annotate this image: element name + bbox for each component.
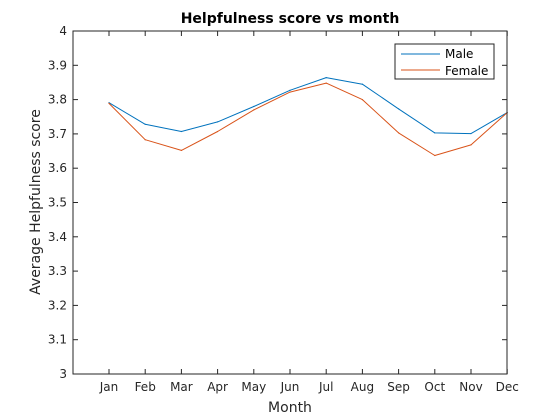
data-point-female [144,139,146,141]
x-tick-label: Jun [280,380,300,394]
data-point-female [289,91,291,93]
y-tick-label: 3.1 [48,333,67,347]
y-tick-label: 3.7 [48,127,67,141]
y-tick-label: 3.3 [48,264,67,278]
y-axis-title: Average Helpfulness score [28,109,44,295]
x-tick-label: Aug [351,380,374,394]
y-tick-label: 3.8 [48,93,67,107]
data-point-female [434,154,436,157]
data-point-female [398,132,400,134]
data-point-male [217,121,219,123]
data-point-male [470,132,472,135]
data-point-female [180,149,182,151]
x-tick-label: Nov [459,380,482,394]
legend-box [394,43,495,80]
x-axis: Jan Feb Mar Apr May Jun Jul Aug Sep Oct Nov Dec [99,31,519,394]
x-tick-label: Oct [424,380,445,394]
x-axis-title: Month [268,400,312,416]
y-tick-label: 3 [59,367,67,381]
x-tick-label: Mar [170,380,193,394]
x-tick-label: Feb [135,380,156,394]
y-tick-label: 3.4 [48,230,67,244]
y-axis: 3 3.1 3.2 3.3 3.4 3.5 3.6 3.7 3.8 3.9 4 [48,24,507,381]
data-point-female [253,109,255,111]
x-tick-label: Jul [318,380,333,394]
data-point-male [289,89,291,91]
data-point-female [470,144,472,146]
series-line-male [108,77,508,135]
legend-male-label: Male [445,47,473,61]
chart-title: Helpfulness score vs month [181,11,400,27]
series-male [108,77,508,135]
data-point-male [434,132,436,134]
data-point-male [398,108,400,110]
y-tick-label: 3.2 [48,298,67,312]
y-tick-label: 3.6 [48,161,67,175]
data-point-male [253,105,255,108]
x-tick-label: Sep [387,380,410,394]
legend: Male Female [394,43,495,80]
plot-area-background [73,31,507,374]
x-tick-label: May [241,380,266,394]
x-tick-label: Apr [207,380,228,394]
y-tick-label: 3.5 [48,196,67,210]
series-layer [108,77,508,157]
data-point-female [108,102,110,104]
y-tick-label: 4 [59,24,67,38]
legend-female-label: Female [445,64,488,78]
series-female [108,82,508,157]
data-point-female [217,130,219,133]
y-tick-label: 3.9 [48,58,67,72]
data-point-male [325,77,327,79]
x-tick-label: Dec [496,380,519,394]
series-line-female [108,82,508,156]
data-point-male [361,83,363,85]
data-point-female [325,82,327,84]
data-point-male [180,130,182,133]
x-tick-label: Jan [99,380,119,394]
data-point-male [144,123,146,125]
data-point-female [361,99,363,101]
